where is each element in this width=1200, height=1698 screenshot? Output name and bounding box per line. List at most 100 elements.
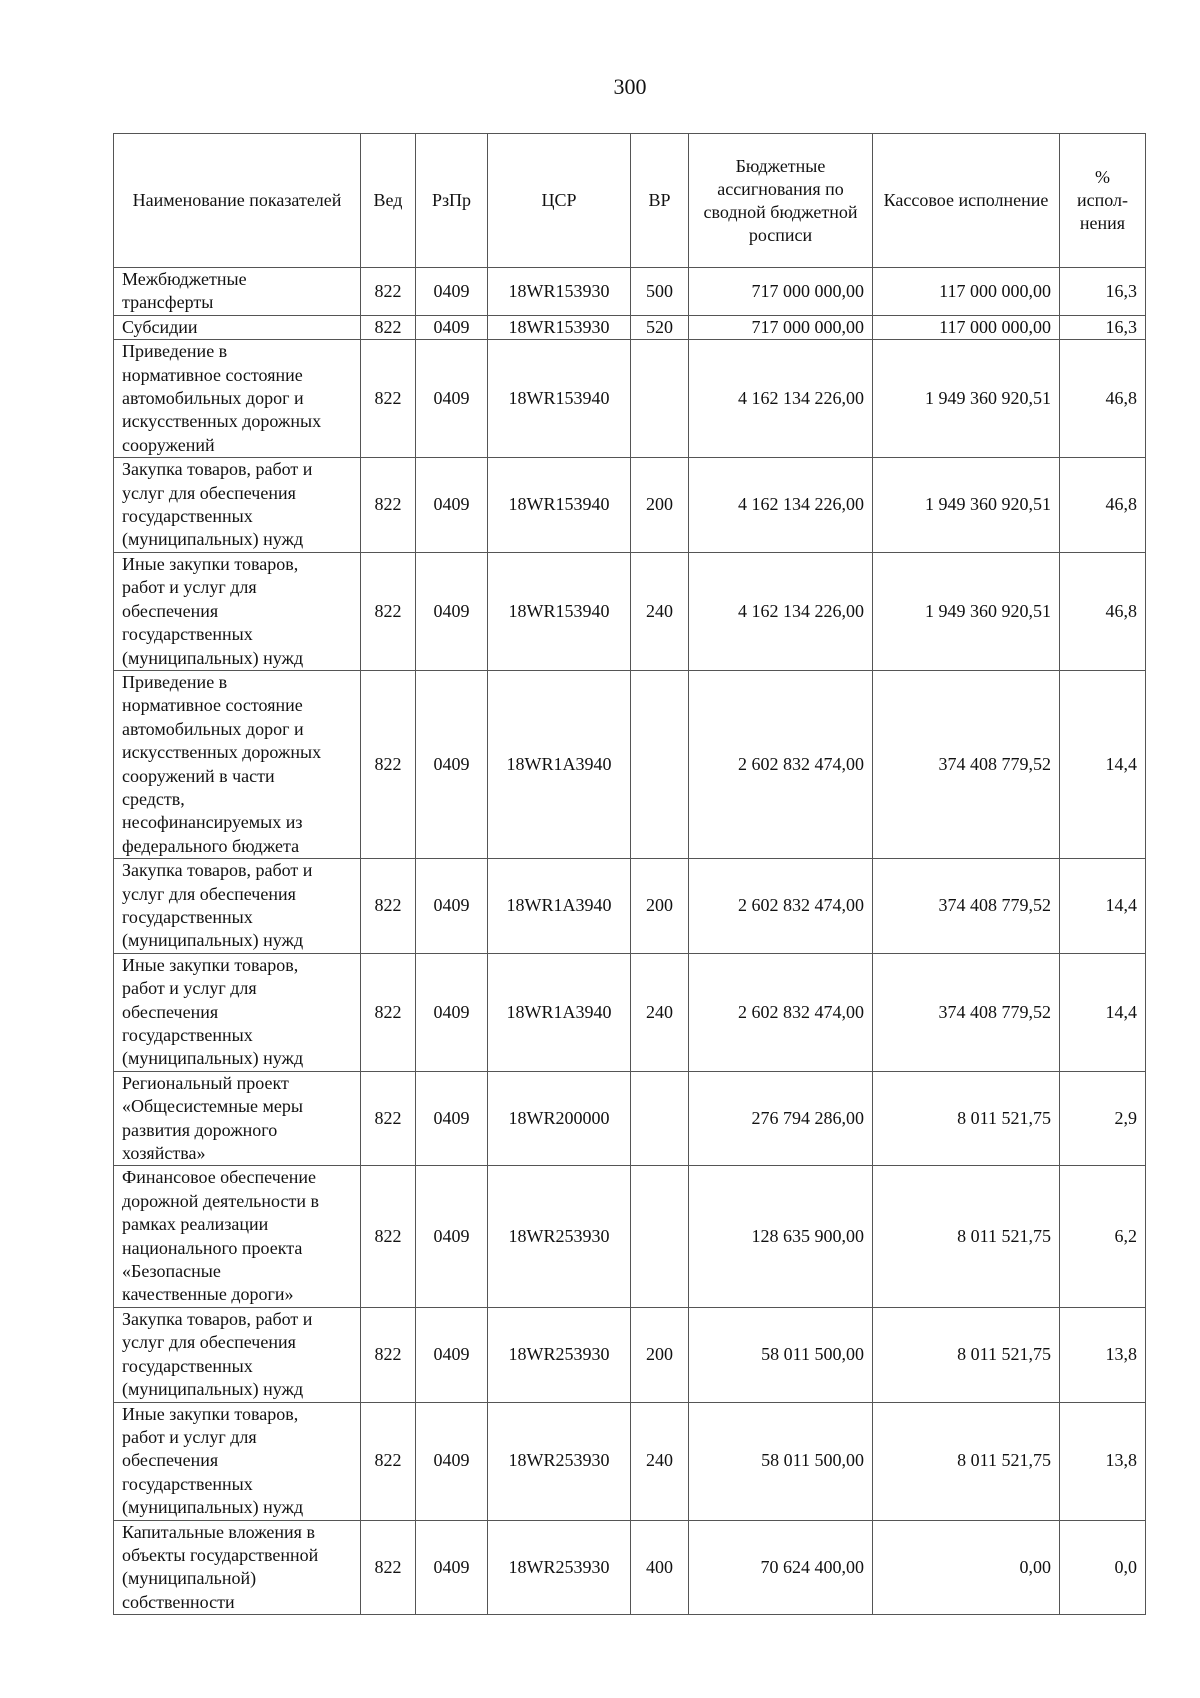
cell-ved: 822 xyxy=(360,1165,416,1308)
cell-csr: 18WR253930 xyxy=(487,1519,631,1616)
cell-rzpr: 0409 xyxy=(415,457,488,553)
cell-vr xyxy=(630,669,689,860)
cell-ved: 822 xyxy=(360,952,416,1072)
cell-name: Иные закупки товаров, работ и услуг для … xyxy=(113,1401,361,1521)
table-row: Приведение в нормативное состояние автом… xyxy=(113,669,1146,860)
cell-name: Иные закупки товаров, работ и услуг для … xyxy=(113,952,361,1072)
cell-budget: 70 624 400,00 xyxy=(688,1519,873,1616)
cell-budget: 276 794 286,00 xyxy=(688,1070,873,1167)
cell-name: Региональный проект «Общесистемные меры … xyxy=(113,1070,361,1167)
cell-name: Приведение в нормативное состояние автом… xyxy=(113,339,361,459)
cell-rzpr: 0409 xyxy=(415,339,488,459)
cell-vr xyxy=(630,1165,689,1308)
cell-name: Закупка товаров, работ и услуг для обесп… xyxy=(113,457,361,553)
cell-percent: 14,4 xyxy=(1059,858,1146,954)
header-name: Наименование показателей xyxy=(113,133,361,268)
header-budget: Бюджетные ассигнования по сводной бюджет… xyxy=(688,133,873,268)
cell-ved: 822 xyxy=(360,267,416,316)
cell-ved: 822 xyxy=(360,1070,416,1167)
cell-ved: 822 xyxy=(360,551,416,671)
cell-rzpr: 0409 xyxy=(415,1306,488,1403)
cell-csr: 18WR1A3940 xyxy=(487,669,631,860)
cell-percent: 13,8 xyxy=(1059,1306,1146,1403)
cell-csr: 18WR1A3940 xyxy=(487,858,631,954)
cell-cash: 8 011 521,75 xyxy=(872,1165,1060,1308)
cell-csr: 18WR253930 xyxy=(487,1401,631,1521)
cell-rzpr: 0409 xyxy=(415,858,488,954)
header-ved: Вед xyxy=(360,133,416,268)
cell-budget: 4 162 134 226,00 xyxy=(688,339,873,459)
cell-vr: 240 xyxy=(630,551,689,671)
cell-ved: 822 xyxy=(360,457,416,553)
cell-csr: 18WR253930 xyxy=(487,1306,631,1403)
cell-cash: 117 000 000,00 xyxy=(872,267,1060,316)
cell-cash: 1 949 360 920,51 xyxy=(872,457,1060,553)
cell-percent: 2,9 xyxy=(1059,1070,1146,1167)
cell-vr: 200 xyxy=(630,1306,689,1403)
cell-csr: 18WR1A3940 xyxy=(487,952,631,1072)
cell-cash: 8 011 521,75 xyxy=(872,1401,1060,1521)
header-vr: ВР xyxy=(630,133,689,268)
cell-cash: 374 408 779,52 xyxy=(872,669,1060,860)
table-row: Региональный проект «Общесистемные меры … xyxy=(113,1070,1146,1167)
cell-name: Субсидии xyxy=(113,314,361,341)
cell-rzpr: 0409 xyxy=(415,1401,488,1521)
table-row: Межбюджетные трансферты 822 0409 18WR153930… xyxy=(113,267,1146,316)
cell-vr xyxy=(630,339,689,459)
cell-csr: 18WR200000 xyxy=(487,1070,631,1167)
table-row: Закупка товаров, работ и услуг для обесп… xyxy=(113,1306,1146,1403)
cell-csr: 18WR153940 xyxy=(487,457,631,553)
cell-percent: 16,3 xyxy=(1059,314,1146,341)
cell-name: Финансовое обеспечение дорожной деятельн… xyxy=(113,1165,361,1308)
cell-percent: 46,8 xyxy=(1059,339,1146,459)
header-csr: ЦСР xyxy=(487,133,631,268)
cell-vr: 200 xyxy=(630,858,689,954)
table-row: Закупка товаров, работ и услуг для обесп… xyxy=(113,858,1146,954)
table-row: Иные закупки товаров, работ и услуг для … xyxy=(113,952,1146,1072)
cell-percent: 46,8 xyxy=(1059,551,1146,671)
cell-name: Капитальные вложения в объекты государст… xyxy=(113,1519,361,1616)
cell-name: Закупка товаров, работ и услуг для обесп… xyxy=(113,858,361,954)
cell-percent: 46,8 xyxy=(1059,457,1146,553)
page-number: 300 xyxy=(613,74,647,99)
cell-cash: 8 011 521,75 xyxy=(872,1070,1060,1167)
table-row: Приведение в нормативное состояние автом… xyxy=(113,339,1146,459)
cell-percent: 14,4 xyxy=(1059,952,1146,1072)
cell-cash: 374 408 779,52 xyxy=(872,858,1060,954)
cell-percent: 6,2 xyxy=(1059,1165,1146,1308)
cell-cash: 117 000 000,00 xyxy=(872,314,1060,341)
cell-name: Межбюджетные трансферты xyxy=(113,267,361,316)
cell-vr: 500 xyxy=(630,267,689,316)
cell-vr: 400 xyxy=(630,1519,689,1616)
cell-budget: 58 011 500,00 xyxy=(688,1401,873,1521)
cell-rzpr: 0409 xyxy=(415,1165,488,1308)
cell-ved: 822 xyxy=(360,1519,416,1616)
cell-rzpr: 0409 xyxy=(415,1070,488,1167)
cell-rzpr: 0409 xyxy=(415,267,488,316)
cell-percent: 14,4 xyxy=(1059,669,1146,860)
cell-rzpr: 0409 xyxy=(415,952,488,1072)
cell-name: Закупка товаров, работ и услуг для обесп… xyxy=(113,1306,361,1403)
cell-ved: 822 xyxy=(360,314,416,341)
cell-ved: 822 xyxy=(360,1401,416,1521)
cell-cash: 1 949 360 920,51 xyxy=(872,551,1060,671)
header-rzpr: РзПр xyxy=(415,133,488,268)
header-row: Наименование показателей Вед РзПр ЦСР ВР… xyxy=(113,133,1146,268)
cell-name: Приведение в нормативное состояние автом… xyxy=(113,669,361,860)
table-row: Субсидии 822 0409 18WR153930 520 717 000 000,… xyxy=(113,314,1146,341)
cell-budget: 128 635 900,00 xyxy=(688,1165,873,1308)
cell-ved: 822 xyxy=(360,1306,416,1403)
cell-ved: 822 xyxy=(360,669,416,860)
table-row: Иные закупки товаров, работ и услуг для … xyxy=(113,551,1146,671)
table-row: Финансовое обеспечение дорожной деятельн… xyxy=(113,1165,1146,1308)
budget-execution-table: Наименование показателей Вед РзПр ЦСР ВР… xyxy=(113,133,1146,1616)
cell-budget: 2 602 832 474,00 xyxy=(688,952,873,1072)
cell-rzpr: 0409 xyxy=(415,551,488,671)
cell-csr: 18WR153930 xyxy=(487,267,631,316)
table-row: Закупка товаров, работ и услуг для обесп… xyxy=(113,457,1146,553)
cell-rzpr: 0409 xyxy=(415,314,488,341)
header-cash: Кассовое исполнение xyxy=(872,133,1060,268)
cell-rzpr: 0409 xyxy=(415,1519,488,1616)
cell-cash: 8 011 521,75 xyxy=(872,1306,1060,1403)
cell-vr: 240 xyxy=(630,952,689,1072)
